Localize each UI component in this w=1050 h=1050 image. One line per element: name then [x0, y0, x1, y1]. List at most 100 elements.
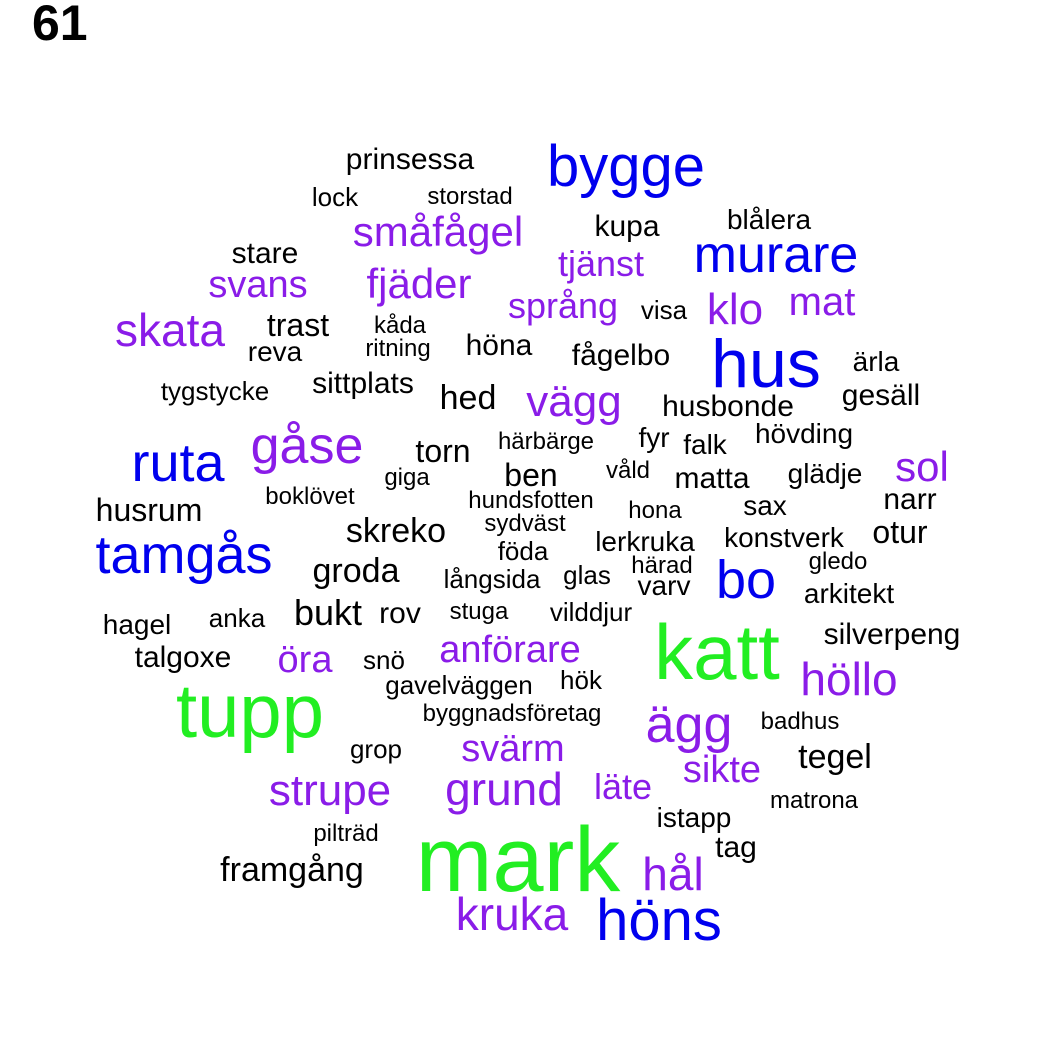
word-kada: kåda — [373, 312, 427, 339]
word-hollo: höllo — [800, 653, 898, 705]
word-gavelvaggen: gavelväggen — [385, 670, 533, 700]
word-hons: höns — [596, 888, 722, 953]
word-fagelbo: fågelbo — [571, 339, 671, 372]
word-tupp: tupp — [176, 669, 324, 754]
word-rov: rov — [379, 597, 421, 630]
word-kupa: kupa — [594, 210, 660, 243]
word-storstad: storstad — [427, 183, 513, 210]
word-anka: anka — [208, 603, 266, 633]
word-lerkruka: lerkruka — [595, 526, 695, 557]
word-sol: sol — [895, 443, 949, 490]
word-harbarge: härbärge — [497, 428, 595, 455]
word-katt: katt — [654, 608, 780, 696]
word-matrona: matrona — [769, 787, 859, 814]
word-anforare: anförare — [439, 629, 581, 671]
word-bo: bo — [715, 550, 777, 610]
word-bukt: bukt — [293, 592, 363, 633]
word-hed: hed — [439, 379, 497, 417]
word-skreko: skreko — [345, 512, 447, 550]
word-varv: varv — [637, 570, 691, 601]
word-sax: sax — [743, 490, 787, 521]
word-ben: ben — [504, 457, 558, 493]
word-tegel: tegel — [798, 738, 872, 776]
word-sikte: sikte — [682, 749, 762, 791]
word-stuga: stuga — [449, 598, 509, 625]
word-tygstycke: tygstycke — [160, 376, 270, 406]
word-grop: grop — [349, 734, 403, 764]
word-hok: hök — [560, 665, 602, 695]
word-blalera: blålera — [726, 204, 812, 235]
word-boklovet: boklövet — [265, 483, 355, 510]
word-husbonde: husbonde — [662, 390, 794, 423]
word-sydvast: sydväst — [484, 510, 566, 537]
word-ora: öra — [277, 639, 333, 681]
word-late: läte — [593, 766, 653, 807]
word-arkitekt: arkitekt — [803, 578, 895, 609]
word-hundsfotten: hundsfotten — [468, 487, 594, 514]
word-klo: klo — [706, 285, 764, 334]
word-trast: trast — [266, 307, 330, 343]
word-bygge: bygge — [546, 134, 706, 199]
word-gladje: glädje — [787, 458, 863, 489]
word-kruka: kruka — [455, 888, 569, 940]
word-sno: snö — [363, 645, 405, 675]
word-grund: grund — [445, 763, 563, 815]
word-strupe: strupe — [268, 766, 392, 815]
word-hona: hona — [628, 497, 682, 524]
word-vilddjur: vilddjur — [549, 597, 633, 627]
word-visa: visa — [640, 295, 688, 325]
word-giga: giga — [384, 464, 430, 491]
word-matta: matta — [674, 462, 750, 495]
word-ruta: ruta — [131, 433, 225, 493]
word-gledo: gledo — [808, 548, 868, 575]
word-hona: höna — [465, 329, 533, 362]
word-lock: lock — [311, 182, 359, 212]
word-tjanst: tjänst — [557, 243, 645, 284]
word-stare: stare — [231, 237, 299, 270]
word-otur: otur — [872, 514, 928, 550]
word-svarm: svärm — [461, 728, 565, 770]
word-glas: glas — [563, 560, 611, 590]
word-harad: härad — [631, 552, 693, 579]
word-fjader: fjäder — [366, 260, 472, 307]
word-agg: ägg — [645, 696, 733, 754]
word-prinsessa: prinsessa — [345, 143, 475, 176]
word-narr: narr — [883, 483, 937, 516]
word-konstverk: konstverk — [724, 522, 844, 553]
word-svans: svans — [208, 264, 308, 306]
word-langsida: långsida — [443, 564, 541, 594]
word-gesall: gesäll — [841, 379, 921, 412]
word-ritning: ritning — [365, 335, 431, 362]
word-gase: gåse — [250, 417, 364, 475]
word-foda: föda — [497, 536, 549, 566]
word-hovding: hövding — [754, 418, 854, 449]
word-arla: ärla — [852, 346, 900, 377]
word-istapp: istapp — [656, 802, 732, 833]
word-sprang: språng — [507, 285, 619, 326]
word-hagel: hagel — [102, 609, 172, 640]
word-mark: mark — [415, 809, 621, 911]
word-piltrad: pilträd — [313, 820, 379, 847]
word-hal: hål — [642, 848, 704, 900]
word-talgoxe: talgoxe — [134, 641, 232, 674]
word-vagg: vägg — [526, 377, 622, 426]
word-falk: falk — [683, 429, 727, 460]
word-byggnadsforetag: byggnadsföretag — [422, 700, 602, 727]
word-tamgas: tamgås — [95, 525, 273, 585]
word-framgang: framgång — [220, 851, 364, 889]
word-tag: tag — [715, 831, 757, 864]
word-reva: reva — [247, 336, 303, 367]
word-sittplats: sittplats — [312, 367, 414, 400]
word-badhus: badhus — [760, 708, 840, 735]
word-fyr: fyr — [638, 422, 670, 453]
word-smafagel: småfågel — [352, 208, 524, 255]
word-groda: groda — [312, 552, 400, 590]
word-hus: hus — [711, 326, 821, 402]
word-mat: mat — [788, 280, 856, 324]
word-murare: murare — [693, 226, 859, 284]
word-husrum: husrum — [95, 492, 203, 528]
word-skata: skata — [115, 304, 225, 356]
panel-number: 61 — [32, 0, 88, 51]
word-torn: torn — [415, 433, 471, 469]
